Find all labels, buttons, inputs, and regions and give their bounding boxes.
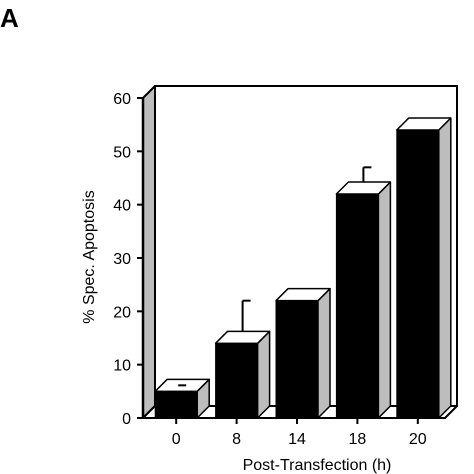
bar-group: [275, 287, 331, 419]
bar-group: [214, 299, 271, 419]
y-tick-label: 0: [122, 411, 131, 428]
left-wall: [142, 85, 156, 419]
panel-letter: A: [0, 3, 19, 33]
x-tick-label: 0: [172, 431, 181, 448]
y-tick-label: 60: [113, 91, 131, 108]
y-tick-label: 50: [113, 144, 131, 161]
x-axis-title: Post-Transfection (h): [243, 457, 392, 474]
bar-group: [154, 378, 210, 419]
y-tick-label: 40: [113, 198, 131, 215]
x-axis-ticks: 0 8 14 18 20: [172, 418, 427, 448]
bar: [335, 193, 379, 419]
bar: [275, 300, 319, 419]
y-tick-label: 30: [113, 251, 131, 268]
x-tick-label: 8: [232, 431, 241, 448]
bar-group: [335, 166, 392, 419]
bar-side: [377, 181, 392, 419]
bar: [396, 129, 440, 419]
bar-side: [317, 287, 331, 419]
x-tick-label: 14: [288, 431, 306, 448]
y-axis-title: % Spec. Apoptosis: [81, 190, 98, 323]
bar-side: [438, 117, 452, 419]
x-tick-label: 18: [349, 431, 367, 448]
bar-side: [256, 330, 271, 419]
y-tick-label: 20: [113, 304, 131, 321]
y-tick-label: 10: [113, 358, 131, 375]
y-axis-ticks: 0 10 20 30 40 50 60: [113, 91, 143, 428]
bars: [154, 117, 452, 419]
bar: [215, 342, 259, 419]
bar: [154, 390, 198, 419]
x-tick-label: 20: [409, 431, 427, 448]
bar-group: [396, 117, 452, 419]
